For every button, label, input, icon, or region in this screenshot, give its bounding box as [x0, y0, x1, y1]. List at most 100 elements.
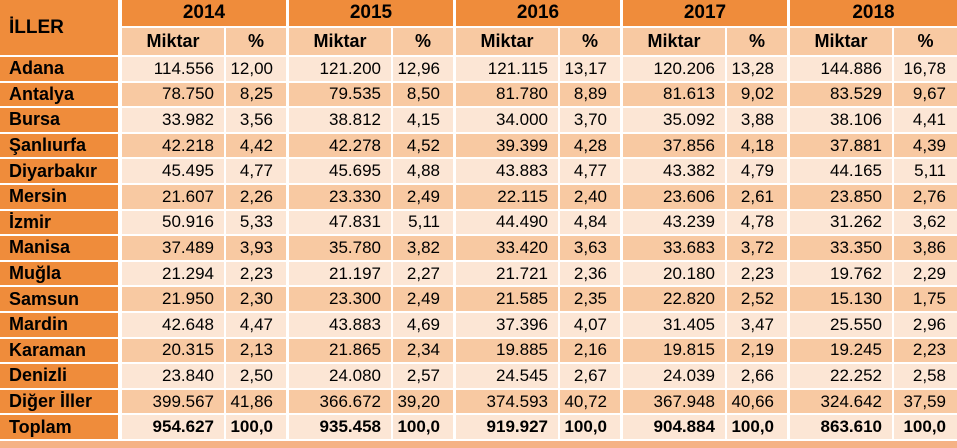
subheader-row: Miktar% Miktar% Miktar% Miktar% Miktar%	[0, 28, 957, 57]
percent-cell: 3,72	[727, 236, 790, 262]
amount-cell: 367.948	[623, 389, 727, 416]
percent-cell: 4,77	[560, 159, 623, 185]
percent-cell: 2,27	[393, 261, 456, 288]
amount-cell: 21.197	[289, 261, 393, 288]
amount-cell: 21.294	[122, 261, 226, 288]
amount-cell: 42.218	[122, 133, 226, 160]
percent-cell: 2,66	[727, 364, 790, 390]
col-header-miktar-2018: Miktar	[790, 28, 894, 57]
percent-cell: 2,16	[560, 338, 623, 365]
amount-cell: 42.648	[122, 312, 226, 339]
amount-cell: 20.315	[122, 338, 226, 365]
amount-cell: 20.180	[623, 261, 727, 288]
percent-cell: 100,0	[894, 415, 957, 441]
amount-cell: 50.916	[122, 210, 226, 237]
col-header-miktar-2015: Miktar	[289, 28, 393, 57]
percent-cell: 100,0	[560, 415, 623, 441]
percent-cell: 2,49	[393, 184, 456, 211]
amount-cell: 19.815	[623, 338, 727, 365]
percent-cell: 3,56	[226, 108, 289, 134]
percent-cell: 4,42	[226, 133, 289, 160]
year-header-2017: 2017	[623, 0, 790, 28]
percent-cell: 4,88	[393, 159, 456, 185]
amount-cell: 21.721	[456, 261, 560, 288]
percent-cell: 4,07	[560, 312, 623, 339]
percent-cell: 8,89	[560, 82, 623, 109]
amount-cell: 863.610	[790, 415, 894, 441]
percent-cell: 1,75	[894, 287, 957, 313]
amount-cell: 35.092	[623, 108, 727, 134]
amount-cell: 19.762	[790, 261, 894, 288]
col-header-miktar-2017: Miktar	[623, 28, 727, 57]
amount-cell: 366.672	[289, 389, 393, 416]
amount-cell: 35.780	[289, 236, 393, 262]
percent-cell: 13,17	[560, 57, 623, 83]
row-label: Diyarbakır	[0, 159, 122, 185]
row-label: Samsun	[0, 287, 122, 313]
amount-cell: 23.840	[122, 364, 226, 390]
col-header-percent-2017: %	[727, 28, 790, 57]
percent-cell: 4,18	[727, 133, 790, 160]
amount-cell: 44.490	[456, 210, 560, 237]
amount-cell: 23.850	[790, 184, 894, 211]
percent-cell: 2,35	[560, 287, 623, 313]
percent-cell: 2,26	[226, 184, 289, 211]
percent-cell: 4,41	[894, 108, 957, 134]
amount-cell: 21.865	[289, 338, 393, 365]
col-header-percent-2014: %	[226, 28, 289, 57]
percent-cell: 2,19	[727, 338, 790, 365]
amount-cell: 47.831	[289, 210, 393, 237]
row-label: İzmir	[0, 210, 122, 237]
amount-cell: 43.382	[623, 159, 727, 185]
percent-cell: 2,23	[727, 261, 790, 288]
percent-cell: 3,86	[894, 236, 957, 262]
table-row-denizli: Denizli 23.840 2,50 24.080 2,57 24.545 2,67 24.…	[0, 364, 957, 390]
amount-cell: 43.239	[623, 210, 727, 237]
row-label: Diğer İller	[0, 389, 122, 416]
amount-cell: 33.420	[456, 236, 560, 262]
percent-cell: 2,67	[560, 364, 623, 390]
col-header-miktar-2016: Miktar	[456, 28, 560, 57]
year-header-2015: 2015	[289, 0, 456, 28]
table-row-mardin: Mardin 42.648 4,47 43.883 4,69 37.396 4,07 31.4…	[0, 312, 957, 339]
percent-cell: 3,93	[226, 236, 289, 262]
amount-cell: 42.278	[289, 133, 393, 160]
amount-cell: 935.458	[289, 415, 393, 441]
amount-cell: 19.885	[456, 338, 560, 365]
amount-cell: 79.535	[289, 82, 393, 109]
percent-cell: 4,28	[560, 133, 623, 160]
amount-cell: 25.550	[790, 312, 894, 339]
year-header-2016: 2016	[456, 0, 623, 28]
amount-cell: 38.812	[289, 108, 393, 134]
percent-cell: 39,20	[393, 389, 456, 416]
amount-cell: 34.000	[456, 108, 560, 134]
row-label: Bursa	[0, 108, 122, 134]
percent-cell: 2,29	[894, 261, 957, 288]
amount-cell: 37.489	[122, 236, 226, 262]
percent-cell: 4,69	[393, 312, 456, 339]
percent-cell: 12,00	[226, 57, 289, 83]
row-label: Mersin	[0, 184, 122, 211]
percent-cell: 9,67	[894, 82, 957, 109]
table-row-mersin: Mersin 21.607 2,26 23.330 2,49 22.115 2,40 23.6…	[0, 184, 957, 211]
row-label: Antalya	[0, 82, 122, 109]
percent-cell: 2,13	[226, 338, 289, 365]
table-row-antalya: Antalya 78.750 8,25 79.535 8,50 81.780 8,89 81.…	[0, 82, 957, 109]
percent-cell: 40,72	[560, 389, 623, 416]
percent-cell: 9,02	[727, 82, 790, 109]
amount-cell: 21.950	[122, 287, 226, 313]
amount-cell: 121.115	[456, 57, 560, 83]
table-row-samsun: Samsun 21.950 2,30 23.300 2,49 21.585 2,35 22.8…	[0, 287, 957, 313]
percent-cell: 4,52	[393, 133, 456, 160]
percent-cell: 2,76	[894, 184, 957, 211]
table-row--anl-urfa: Şanlıurfa 42.218 4,42 42.278 4,52 39.399 4,28 3…	[0, 133, 957, 160]
amount-cell: 83.529	[790, 82, 894, 109]
percent-cell: 3,47	[727, 312, 790, 339]
percent-cell: 4,39	[894, 133, 957, 160]
percent-cell: 5,11	[393, 210, 456, 237]
amount-cell: 37.881	[790, 133, 894, 160]
percent-cell: 100,0	[727, 415, 790, 441]
amount-cell: 120.206	[623, 57, 727, 83]
